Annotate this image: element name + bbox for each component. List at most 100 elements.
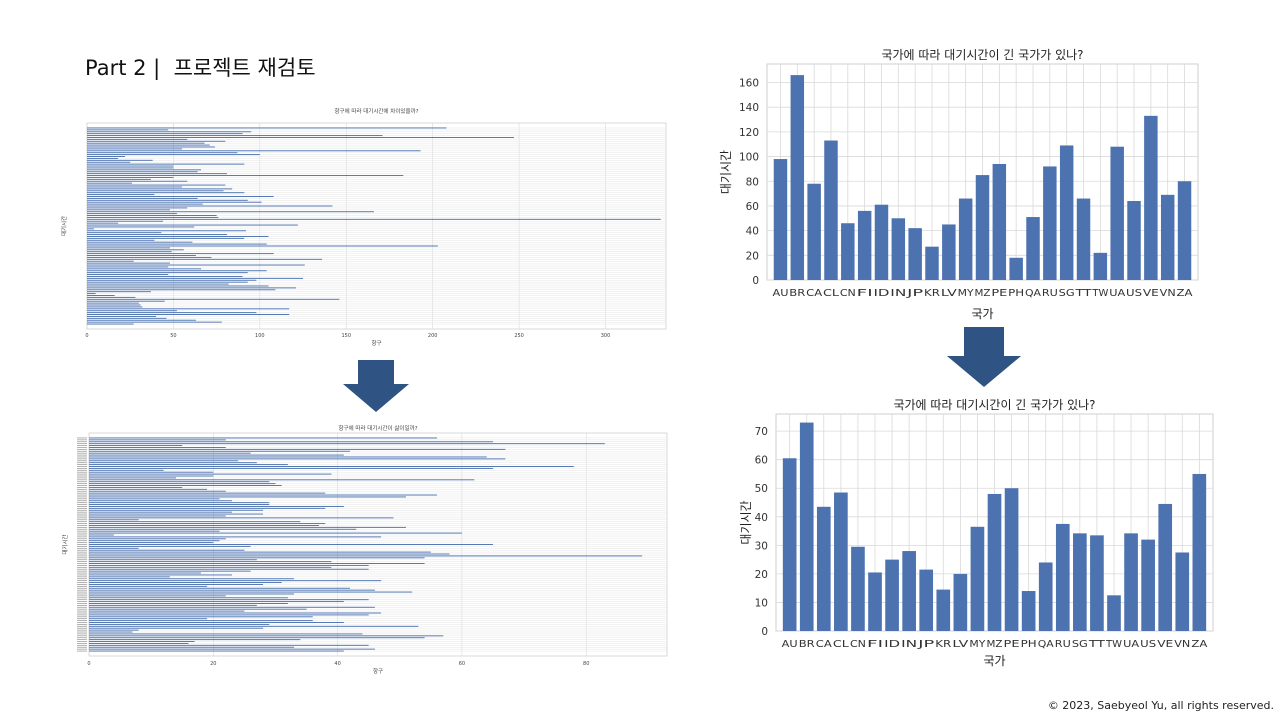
bar (1192, 473, 1207, 631)
y-tick-label (77, 614, 87, 616)
bar (89, 464, 288, 466)
x-tick-label: CN (840, 288, 856, 299)
bar (1107, 595, 1121, 631)
bar (89, 485, 282, 486)
bar (87, 230, 247, 232)
y-tick-label (77, 624, 87, 625)
bar (89, 644, 369, 646)
y-tick-label (77, 475, 87, 477)
bar (89, 526, 406, 528)
x-axis-label: 항구 (373, 667, 383, 675)
bar (975, 175, 990, 280)
x-tick-label: SG (1059, 288, 1075, 299)
bar (89, 606, 375, 608)
bar (89, 458, 506, 460)
bar (87, 215, 217, 217)
bar (89, 561, 332, 563)
y-tick-label (77, 536, 87, 538)
x-tick-label: 200 (428, 333, 438, 339)
x-tick-label: AU (782, 639, 798, 650)
bar (89, 443, 605, 445)
y-tick-label (77, 528, 87, 530)
bar (1175, 552, 1190, 631)
bar (1090, 535, 1104, 631)
y-tick-label (77, 576, 87, 578)
slide-title: Part 2 | 프로젝트 재검토 (85, 56, 316, 80)
y-axis-label: 대기시간 (60, 216, 68, 236)
x-tick-label: RU (1042, 288, 1058, 299)
y-tick-label (77, 546, 87, 547)
y-tick-label (77, 488, 87, 490)
bar (89, 517, 394, 519)
x-tick-label: VE (1157, 639, 1173, 650)
bar (87, 270, 267, 272)
bar (87, 211, 374, 213)
y-tick-label (77, 584, 87, 585)
bar (89, 542, 214, 544)
bar (790, 75, 805, 280)
bar (87, 228, 94, 230)
bar (87, 131, 252, 133)
y-tick-label (77, 441, 87, 443)
x-tick-label: AU (772, 288, 788, 299)
y-tick-label (77, 492, 87, 494)
y-tick-label (77, 502, 87, 504)
bar (891, 218, 906, 280)
x-axis-label: 항구 (371, 339, 381, 347)
bar (87, 169, 202, 171)
y-axis-label: 대기시간 (739, 500, 753, 544)
y-tick-label (77, 521, 87, 523)
y-tick-label (77, 526, 87, 528)
bar (89, 454, 344, 456)
bar (87, 129, 169, 131)
y-tick-label: 80 (746, 176, 759, 188)
bar (87, 188, 233, 190)
x-tick-label: RU (1055, 639, 1071, 650)
chart-title: 항구에 따라 대기시간이 삶이일까? (338, 424, 417, 432)
x-tick-label: 80 (583, 661, 589, 667)
bar (87, 317, 167, 319)
bar (87, 247, 170, 249)
y-tick-label (77, 483, 87, 484)
bar (89, 563, 425, 565)
bar (987, 493, 1002, 631)
bar (87, 205, 333, 207)
bar (89, 583, 264, 585)
x-tick-label: PE (1004, 639, 1020, 650)
y-tick-label: 100 (739, 152, 759, 164)
bar (87, 255, 196, 256)
bar (87, 201, 262, 203)
y-tick-label (77, 443, 87, 445)
bar (89, 614, 369, 616)
bar (89, 498, 220, 500)
bar (87, 245, 438, 247)
bar (89, 523, 326, 525)
y-tick-label: 50 (755, 483, 768, 495)
x-tick-label: MY (958, 288, 975, 299)
bar (89, 576, 170, 578)
bar (87, 279, 257, 281)
y-tick-label (77, 485, 87, 486)
x-tick-label: US (1126, 288, 1142, 299)
y-tick-label (77, 551, 87, 553)
bar (841, 223, 855, 280)
y-tick-label (77, 597, 87, 599)
bar (89, 574, 232, 576)
bar (89, 460, 239, 462)
bar (87, 226, 195, 228)
bar (87, 148, 183, 150)
y-tick-label: 20 (746, 250, 759, 262)
y-tick-label (77, 473, 87, 475)
bar (87, 178, 151, 180)
bar (87, 310, 177, 312)
bar (1038, 562, 1053, 631)
x-tick-label: 0 (87, 661, 90, 667)
bar (89, 519, 139, 521)
bar (87, 222, 119, 224)
bar (89, 547, 139, 549)
bar (87, 196, 274, 197)
bar (87, 197, 198, 199)
bar (89, 637, 425, 639)
x-tick-label: PH (1008, 288, 1024, 299)
bar (89, 620, 313, 622)
